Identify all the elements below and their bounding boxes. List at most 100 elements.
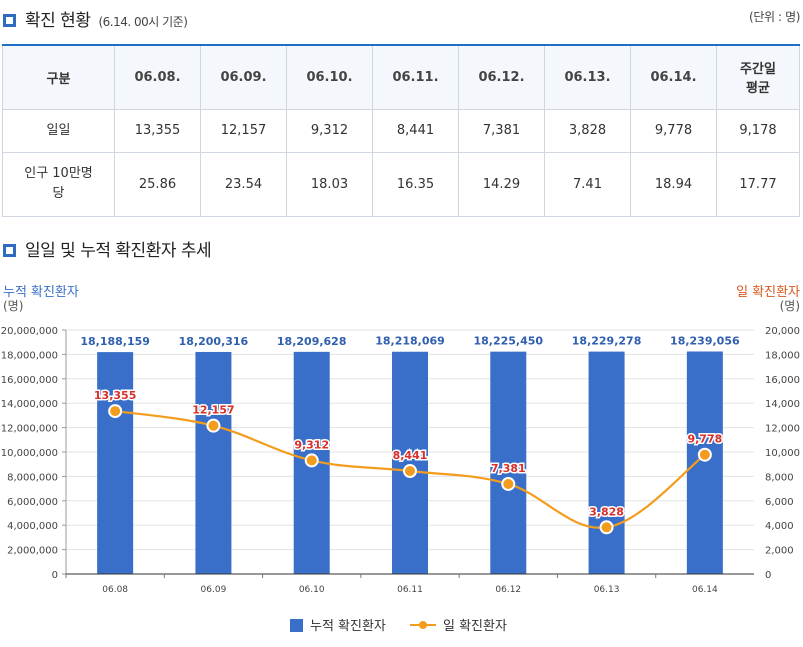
bar-value-label: 18,225,450 (473, 335, 543, 348)
table-date-header: 06.12. (458, 44, 545, 110)
status-section-title: 확진 현황 (25, 11, 91, 31)
table-date-header: 06.11. (372, 44, 459, 110)
table-weekly-avg-header: 주간일 평균 (716, 44, 800, 110)
right-tick-label: 2,000 (765, 546, 794, 557)
table-cell: 7.41 (544, 151, 631, 217)
daily-point (697, 447, 712, 462)
chart-labels: 18,188,159 18,200,316 18,209,628 18,218,069… (80, 334, 740, 519)
right-tick-label: 10,000 (765, 448, 800, 459)
table-row: 인구 10만명 당 25.86 23.54 18.03 16.35 14.29 … (2, 151, 800, 217)
bar-cumulative (588, 351, 625, 574)
right-tick-label: 14,000 (765, 399, 800, 410)
left-tick-label: 2,000,000 (7, 546, 58, 557)
table-cell-avg: 9,178 (716, 108, 800, 153)
table-cell: 25.86 (114, 151, 201, 217)
bar-value-label: 18,218,069 (375, 335, 445, 348)
table-cell: 13,355 (114, 108, 201, 153)
bar-value-label: 18,229,278 (572, 335, 642, 348)
table-cell-avg: 17.77 (716, 151, 800, 217)
cumulative-bars (97, 351, 723, 574)
weekly-avg-line1: 주간일 (740, 62, 776, 78)
legend-bar-swatch (290, 619, 303, 632)
right-tick-label: 12,000 (765, 424, 800, 435)
daily-value-label: 9,778 (687, 433, 722, 446)
x-tick-label: 06.08 (102, 585, 128, 595)
x-tick-label: 06.10 (299, 585, 325, 595)
left-tick-label: 10,000,000 (1, 448, 58, 459)
row-label-per-100k: 인구 10만명 당 (2, 151, 115, 217)
table-date-header: 06.14. (630, 44, 717, 110)
table-cell: 16.35 (372, 151, 459, 217)
bar-cumulative (686, 351, 723, 574)
legend-daily-label: 일 확진환자 (443, 619, 507, 634)
daily-value-label: 8,441 (393, 449, 428, 462)
table-date-header: 06.13. (544, 44, 631, 110)
table-cell: 9,778 (630, 108, 717, 153)
daily-point (108, 404, 123, 419)
table-date-header: 06.08. (114, 44, 201, 110)
x-tick-label: 06.12 (495, 585, 521, 595)
weekly-avg-line2: 평균 (746, 81, 770, 97)
left-axis-title: 누적 확진환자 (3, 285, 79, 300)
table-date-header: 06.10. (286, 44, 373, 110)
chart-legend: 누적 확진환자 일 확진환자 (290, 619, 507, 634)
trend-chart: 18,188,159 18,200,316 18,209,628 18,218,069… (1, 285, 800, 634)
table-row: 일일 13,355 12,157 9,312 8,441 7,381 3,828… (2, 108, 800, 153)
daily-value-label: 7,381 (491, 462, 526, 475)
table-cell: 14.29 (458, 151, 545, 217)
daily-point (403, 464, 417, 479)
row-label-line1: 인구 10만명 (24, 166, 93, 181)
daily-value-label: 13,355 (94, 389, 136, 402)
bar-value-label: 18,188,159 (80, 335, 150, 348)
daily-point (501, 476, 516, 491)
daily-value-label: 9,312 (294, 438, 329, 451)
left-tick-label: 18,000,000 (1, 350, 58, 361)
table-date-header: 06.09. (200, 44, 287, 110)
right-axis-title: 일 확진환자 (736, 285, 800, 300)
section-square-icon (3, 244, 16, 257)
bar-cumulative (195, 351, 232, 574)
right-tick-label: 8,000 (765, 472, 794, 483)
bar-cumulative (490, 351, 527, 574)
chart-axes: 누적 확진환자(명)일 확진환자(명)02,000,0004,000,0006,… (1, 285, 800, 595)
row-label-daily: 일일 (2, 108, 115, 153)
right-tick-label: 16,000 (765, 375, 800, 386)
left-tick-label: 20,000,000 (1, 326, 58, 337)
bar-value-label: 18,200,316 (179, 335, 249, 348)
left-axis-unit: (명) (3, 299, 23, 313)
table-cell: 18.94 (630, 151, 717, 217)
right-tick-label: 4,000 (765, 521, 794, 532)
left-tick-label: 16,000,000 (1, 375, 58, 386)
left-tick-label: 6,000,000 (7, 497, 58, 508)
x-tick-label: 06.11 (397, 585, 423, 595)
left-tick-label: 8,000,000 (7, 472, 58, 483)
section-square-icon (3, 14, 16, 27)
bar-value-label: 18,209,628 (277, 335, 347, 348)
table-cell: 12,157 (200, 108, 287, 153)
left-tick-label: 12,000,000 (1, 424, 58, 435)
table-cell: 7,381 (458, 108, 545, 153)
x-tick-label: 06.09 (201, 585, 227, 595)
daily-point (206, 418, 221, 433)
bar-cumulative (97, 352, 134, 574)
right-tick-label: 20,000 (765, 326, 800, 337)
left-tick-label: 14,000,000 (1, 399, 58, 410)
bar-value-label: 18,239,056 (670, 334, 740, 347)
table-corner-header: 구분 (2, 44, 115, 110)
table-cell: 8,441 (372, 108, 459, 153)
daily-point (599, 520, 614, 535)
daily-value-label: 12,157 (192, 404, 234, 417)
trend-section-header: 일일 및 누적 확진환자 추세 (3, 236, 212, 261)
status-section-header: 확진 현황 (6.14. 00시 기준) (3, 6, 188, 31)
left-tick-label: 4,000,000 (7, 521, 58, 532)
daily-value-label: 3,828 (589, 505, 624, 518)
table-cell: 9,312 (286, 108, 373, 153)
right-tick-label: 6,000 (765, 497, 794, 508)
x-tick-label: 06.13 (594, 585, 620, 595)
right-tick-label: 0 (765, 570, 771, 581)
row-label-line2: 당 (52, 186, 65, 201)
table-cell: 3,828 (544, 108, 631, 153)
daily-point (304, 453, 319, 468)
table-cell: 18.03 (286, 151, 373, 217)
confirmed-status-table: 구분 06.08. 06.09. 06.10. 06.11. 06.12. 06… (2, 44, 800, 217)
